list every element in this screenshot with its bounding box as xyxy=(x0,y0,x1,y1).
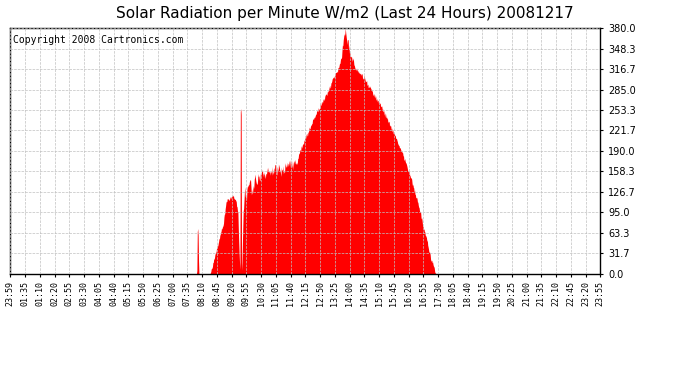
Text: Solar Radiation per Minute W/m2 (Last 24 Hours) 20081217: Solar Radiation per Minute W/m2 (Last 24… xyxy=(116,6,574,21)
Text: Copyright 2008 Cartronics.com: Copyright 2008 Cartronics.com xyxy=(13,36,184,45)
